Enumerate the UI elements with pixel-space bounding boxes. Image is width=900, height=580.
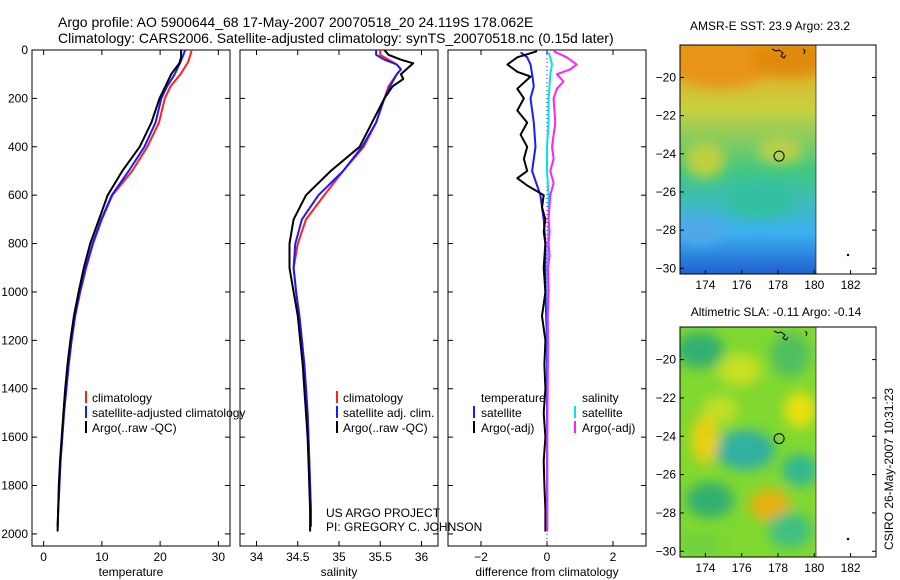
legend-diff-temp-satellite: satellite [481, 406, 522, 420]
sla-land-outline [773, 330, 789, 341]
map-y-tick-label: −20 [656, 70, 677, 84]
sst-map: AMSR-E SST: 23.9 Argo: 23.2 174 176 178 180… [656, 19, 877, 292]
legend-sal-satellite: satellite adj. clim. [343, 406, 434, 420]
y-tick-label: 200 [8, 91, 28, 105]
temperature-xlabel: temperature [99, 565, 164, 579]
salinity-xlabel: salinity [321, 565, 358, 579]
map-y-tick-label: −30 [656, 261, 677, 275]
x-tick-label: 2 [610, 550, 617, 564]
y-tick-label: 1400 [1, 382, 28, 396]
sst-map-field [680, 45, 816, 274]
map-y-tick-label: −26 [656, 468, 677, 482]
map-x-tick-label: 176 [732, 278, 752, 292]
map-x-tick-label: 176 [732, 561, 752, 575]
project-line2: PI: GREGORY C. JOHNSON [326, 520, 482, 534]
series-line-argo-raw-qc [288, 49, 415, 532]
y-tick-label: 1200 [1, 333, 28, 347]
series-line-temperature-satellite [520, 51, 548, 527]
sla-map-title: Altimetric SLA: -0.11 Argo: -0.14 [691, 305, 862, 319]
map-y-tick-label: −28 [656, 506, 677, 520]
series-line-argo-raw-qc [56, 50, 183, 532]
temperature-panel: 0 10 20 30 0 200 400 600 800 1000 1200 1400 1600 1800… [1, 43, 245, 579]
y-tick-label: 400 [8, 140, 28, 154]
y-tick-label: 1800 [1, 479, 28, 493]
map-y-tick-label: −26 [656, 185, 677, 199]
series-line-salinity-argo-adj [546, 50, 578, 532]
side-label: CSIRO 26-May-2007 10:31:23 [882, 388, 896, 550]
map-y-tick-label: −24 [656, 429, 677, 443]
sla-map-field [680, 327, 816, 557]
sst-land-outline [771, 48, 787, 59]
sst-map-title: AMSR-E SST: 23.9 Argo: 23.2 [690, 19, 850, 33]
map-x-tick-label: 178 [768, 278, 788, 292]
map-x-tick-label: 182 [841, 561, 861, 575]
y-tick-label: 1000 [1, 285, 28, 299]
difference-panel: −2 0 2 difference from climatology tempera… [447, 49, 647, 579]
legend-diff-salinity-title: salinity [582, 391, 619, 405]
map-x-tick-label: 180 [804, 561, 824, 575]
map-y-tick-label: −20 [656, 353, 677, 367]
difference-xlabel: difference from climatology [475, 565, 618, 579]
x-tick-label: 0 [40, 550, 47, 564]
legend-sal-argo: Argo(..raw -QC) [343, 421, 428, 435]
map-x-tick-label: 180 [804, 278, 824, 292]
sla-argo-location-marker [773, 433, 785, 445]
sst-argo-location-marker [773, 150, 785, 162]
x-tick-label: 34.5 [286, 550, 310, 564]
map-y-tick-label: −22 [656, 109, 677, 123]
header-line2: Climatology: CARS2006. Satellite-adjuste… [58, 30, 614, 46]
legend-diff-sal-argo: Argo(-adj) [582, 421, 635, 435]
x-tick-label: 0 [544, 550, 551, 564]
x-tick-label: 20 [153, 550, 167, 564]
x-tick-label: 36 [415, 550, 429, 564]
y-tick-label: 2000 [1, 527, 28, 541]
x-tick-label: 10 [95, 550, 109, 564]
legend-sal-climatology: climatology [343, 391, 403, 405]
map-x-tick-label: 178 [768, 561, 788, 575]
x-tick-label: 30 [212, 550, 226, 564]
map-y-tick-label: −28 [656, 223, 677, 237]
x-tick-label: 35.5 [369, 550, 393, 564]
sla-map: Altimetric SLA: -0.11 Argo: -0.14 [656, 305, 877, 575]
legend-diff-temp-argo: Argo(-adj) [481, 421, 534, 435]
legend-temp-argo: Argo(..raw -QC) [92, 421, 177, 435]
series-line-satellite-adjusted-climatology [56, 49, 187, 527]
map-y-tick-label: −22 [656, 391, 677, 405]
series-line-temperature-argo-adj [506, 50, 547, 532]
x-tick-label: −2 [474, 550, 488, 564]
map-y-tick-label: −30 [656, 544, 677, 558]
map-x-tick-label: 174 [695, 278, 715, 292]
map-x-tick-label: 174 [695, 561, 715, 575]
temperature-axes-frame [31, 49, 231, 547]
y-tick-label: 800 [8, 237, 28, 251]
salinity-legend: climatology satellite adj. clim. Argo(..… [336, 391, 434, 435]
x-tick-label: 34 [250, 550, 264, 564]
x-tick-label: 35 [332, 550, 346, 564]
y-tick-label: 0 [21, 43, 28, 57]
salinity-panel: 34 34.5 35 35.5 36 salinity climatology sate… [239, 49, 482, 579]
legend-diff-temperature-title: temperature [481, 391, 546, 405]
y-tick-label: 600 [8, 188, 28, 202]
map-x-tick-label: 182 [841, 278, 861, 292]
series-line-climatology [56, 49, 193, 527]
project-line1: US ARGO PROJECT [326, 506, 441, 520]
salinity-axes-frame [239, 49, 439, 547]
legend-temp-satellite: satellite-adjusted climatology [92, 406, 245, 420]
header-line1: Argo profile: AO 5900644_68 17-May-2007 … [58, 14, 533, 30]
series-line-satellite-adj-clim [292, 50, 402, 527]
difference-legend: temperature salinity satellite Argo(-adj… [473, 391, 635, 435]
map-y-tick-label: −24 [656, 147, 677, 161]
temperature-legend: climatology satellite-adjusted climatolo… [85, 391, 245, 435]
legend-diff-sal-satellite: satellite [582, 406, 623, 420]
legend-temp-climatology: climatology [92, 391, 152, 405]
y-tick-label: 1600 [1, 430, 28, 444]
